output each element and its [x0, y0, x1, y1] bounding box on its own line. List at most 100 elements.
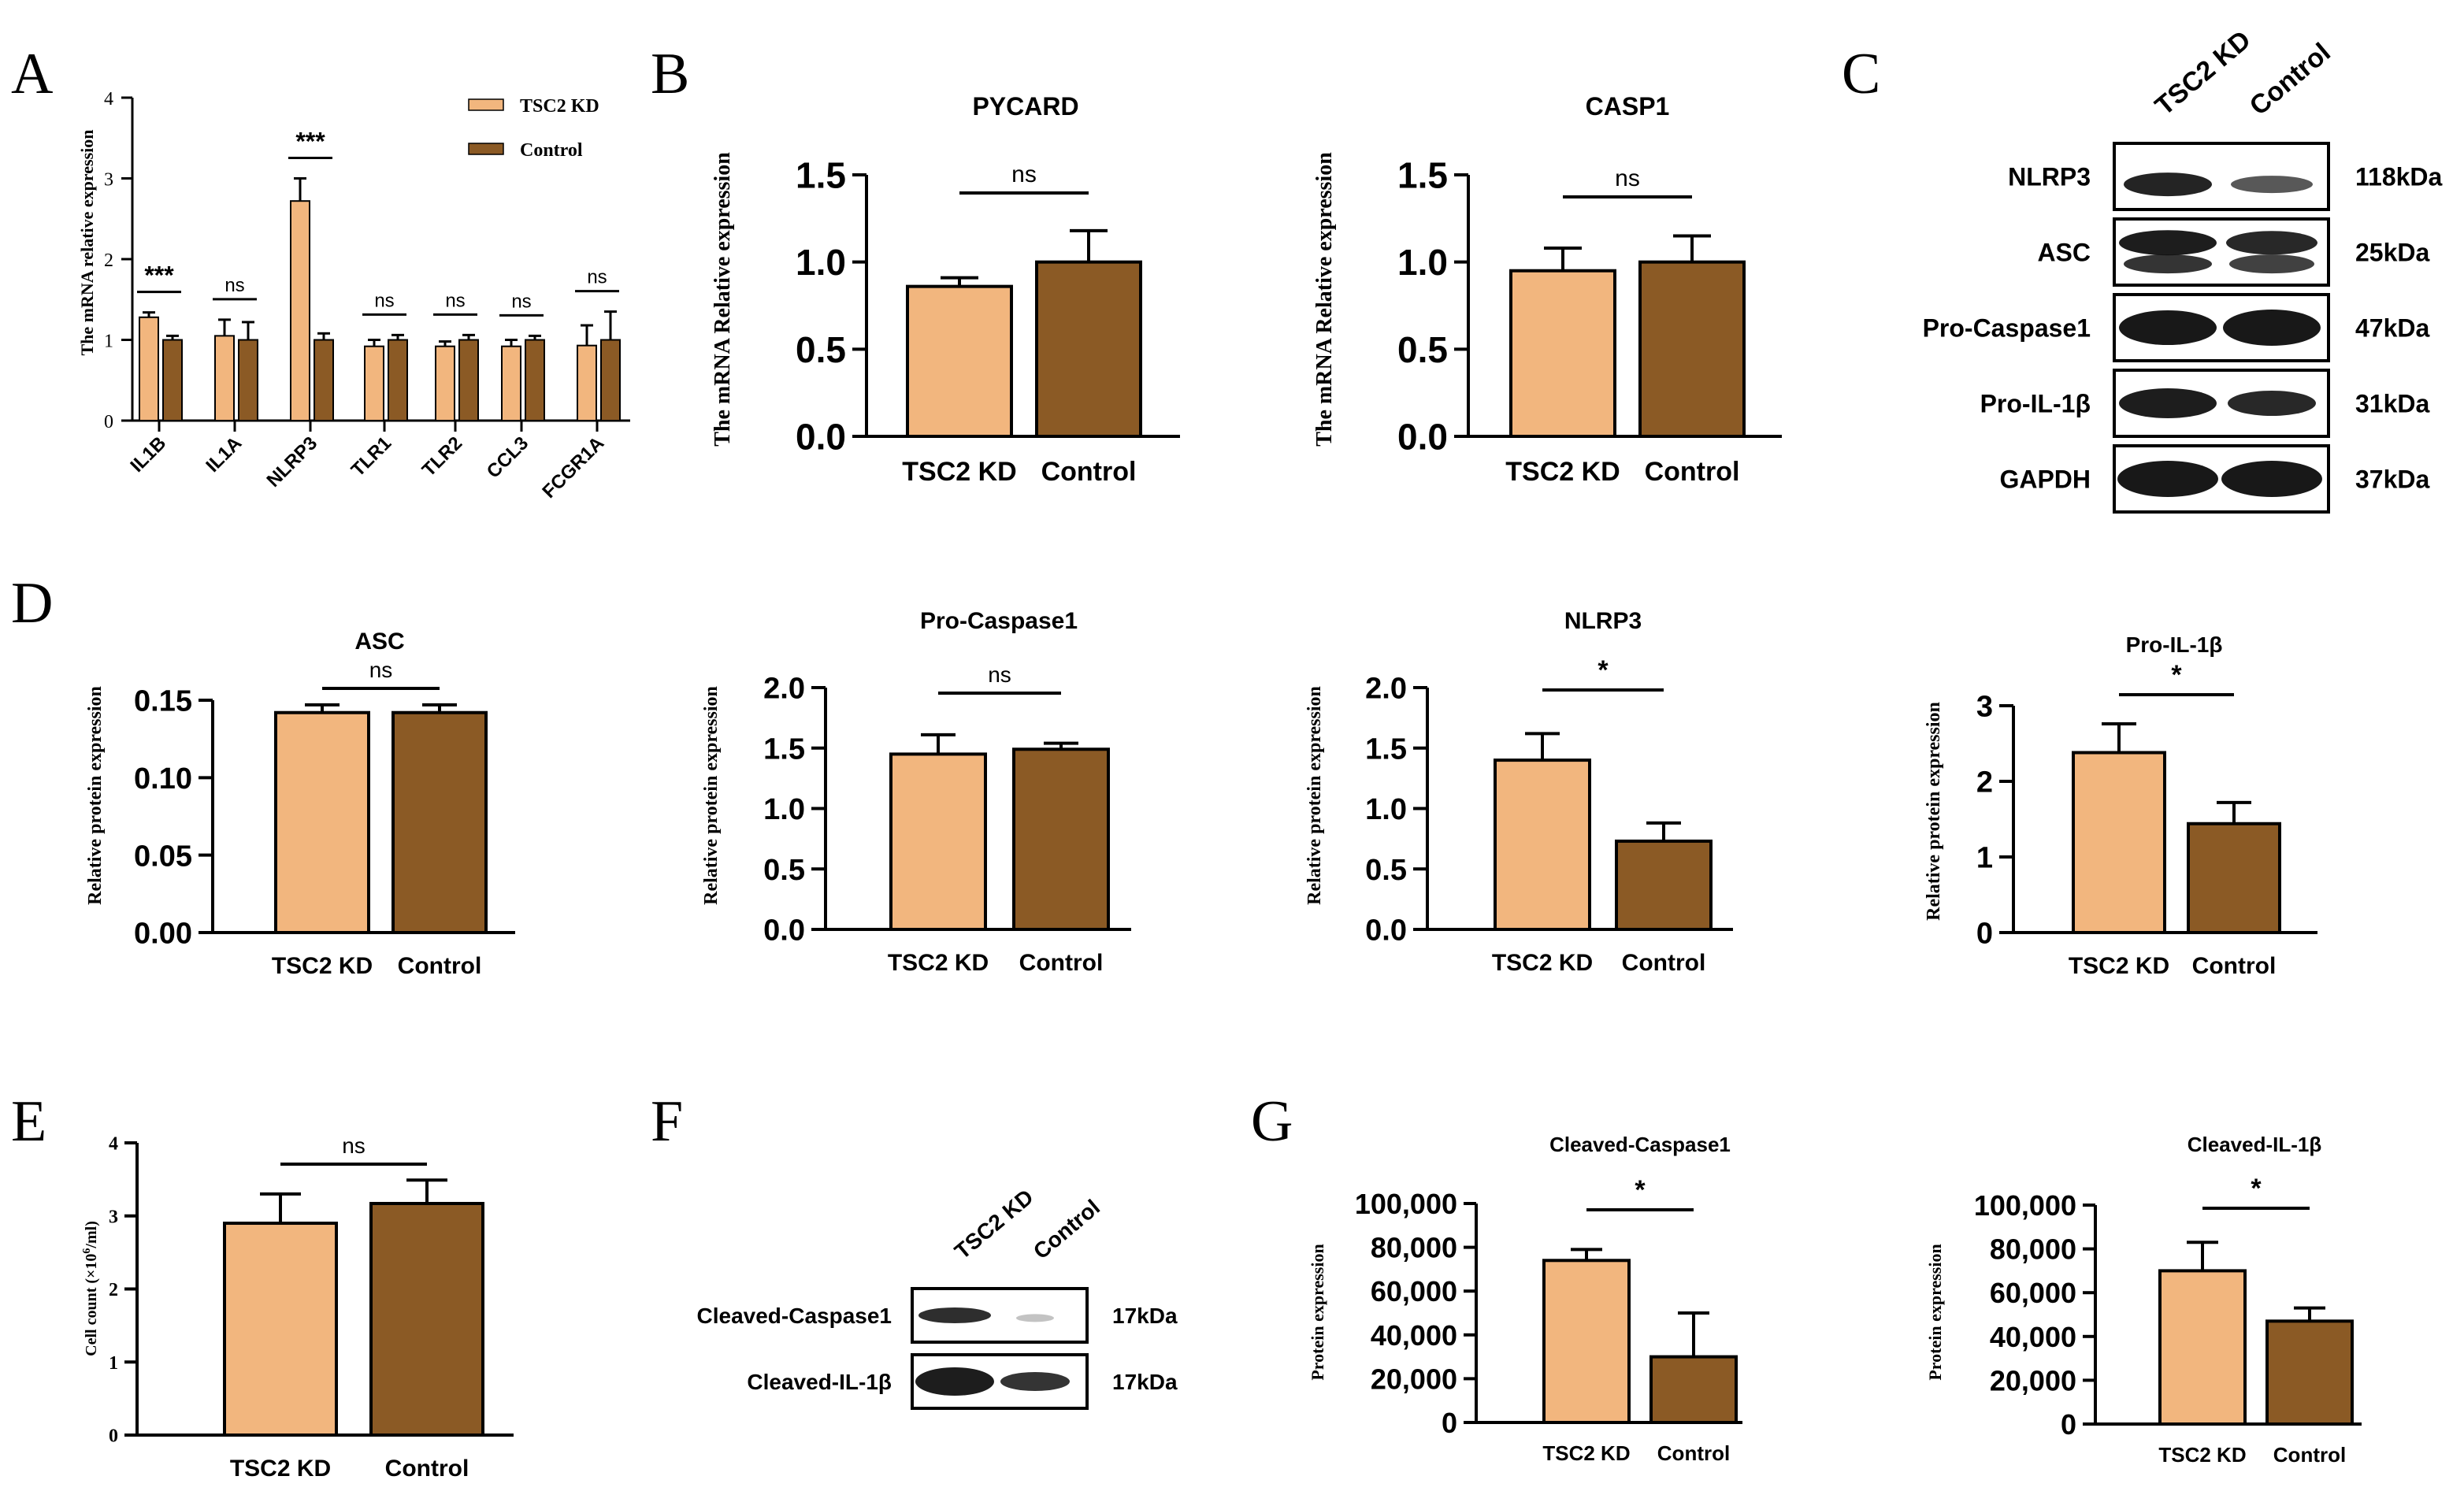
- blot-band-lane-2-secondary: [2229, 254, 2314, 274]
- chart-title: Cleaved-Caspase1: [1549, 1133, 1731, 1156]
- y-tick-label: 3: [1976, 691, 1993, 724]
- y-tick-label: 0.5: [796, 329, 846, 370]
- blot-protein-label: Cleaved-Caspase1: [697, 1304, 892, 1328]
- x-category-label-tsc2kd: TSC2 KD: [230, 1456, 331, 1482]
- x-category-label-control: Control: [385, 1456, 469, 1482]
- bar-control: [458, 339, 479, 421]
- blot-band-lane-1: [2124, 172, 2212, 197]
- y-tick-label: 2.0: [1365, 673, 1407, 706]
- significance-label: ns: [374, 290, 394, 311]
- blot-size-label: 17kDa: [1112, 1370, 1178, 1394]
- chart-title: Cleaved-IL-1β: [2188, 1133, 2321, 1156]
- blot-protein-label: GAPDH: [1999, 465, 2091, 494]
- bar-control: [1649, 1355, 1738, 1424]
- blot-size-label: 47kDa: [2355, 314, 2430, 343]
- y-tick-label: 4: [104, 89, 113, 109]
- x-category-label-control: Control: [1041, 457, 1137, 487]
- bar-tsc2kd: [223, 1222, 338, 1437]
- significance-label: ns: [587, 267, 607, 288]
- x-category-label-tsc2kd: TSC2 KD: [272, 953, 373, 979]
- y-tick-label: 80,000: [1371, 1232, 1457, 1264]
- y-tick-label: 1.5: [763, 733, 805, 766]
- bar-control: [525, 339, 545, 421]
- panel-g-cleavedcaspase1-chart: 0 20,000 40,000 60,000 80,000 100,000 TSC2 KD C…: [1308, 1133, 1742, 1465]
- legend-swatch-control: [468, 143, 504, 155]
- y-tick-label: 1.5: [1397, 155, 1448, 196]
- x-category-label-control: Control: [398, 953, 482, 979]
- legend-label-tsc2kd: TSC2 KD: [520, 96, 599, 117]
- significance-label: ns: [511, 291, 531, 312]
- bar-tsc2kd: [290, 200, 310, 421]
- y-tick-label: 20,000: [1990, 1364, 2076, 1396]
- bar-control: [314, 339, 334, 421]
- panel-e-cellcount-chart: Cell count (×106/ml) 0 1 2 3 4 TSC2 KD Control…: [81, 1133, 514, 1482]
- y-tick-label: 0: [2061, 1408, 2076, 1441]
- significance-label: ns: [445, 290, 465, 311]
- y-tick-label: 20,000: [1371, 1363, 1457, 1395]
- panel-letter-d: D: [11, 571, 53, 636]
- significance-label: ***: [295, 128, 325, 156]
- panel-letter-c: C: [1842, 42, 1880, 106]
- blot-band-lane-2: [2231, 176, 2313, 194]
- y-tick-label: 100,000: [1355, 1188, 1457, 1220]
- bar-tsc2kd: [214, 335, 235, 421]
- blot-size-label: 17kDa: [1112, 1304, 1178, 1328]
- panel-a-legend: TSC2 KD Control: [468, 96, 599, 161]
- significance-label: ns: [225, 275, 244, 296]
- significance-label: *: [2171, 660, 2182, 690]
- y-axis-label: Relative protein expression: [1924, 702, 1944, 921]
- legend-swatch-tsc2kd: [468, 98, 504, 111]
- y-tick-label: 1: [109, 1353, 118, 1374]
- bar-control: [1615, 839, 1713, 931]
- panel-letter-e: E: [11, 1089, 46, 1154]
- x-category-label-control: Control: [1657, 1441, 1730, 1465]
- panel-d-proil1b-chart: 0 1 2 3 TSC2 KD Control * Pro-IL-1β Relative pro…: [1924, 632, 2317, 979]
- x-category-label-tsc2kd: TSC2 KD: [1492, 950, 1593, 976]
- chart-title: PYCARD: [972, 92, 1078, 121]
- blot-band-lane-1: [2119, 230, 2217, 256]
- significance-label: ns: [988, 662, 1011, 687]
- blot-band-lane-1: [2117, 461, 2218, 497]
- y-tick-label: 0.5: [1365, 854, 1407, 887]
- panel-e-ylabel: Cell count (×106/ml): [81, 1221, 100, 1356]
- blot-size-label: 31kDa: [2355, 390, 2430, 418]
- panel-a-ylabel: The mRNA relative expression: [77, 130, 97, 356]
- blot-band-lane-2: [2223, 310, 2321, 346]
- y-tick-label: 0.0: [1365, 914, 1407, 948]
- bar-control: [388, 339, 408, 421]
- y-tick-label: 0.00: [134, 918, 192, 951]
- y-tick-label: 0: [1976, 918, 1993, 951]
- y-tick-label: 40,000: [1990, 1321, 2076, 1353]
- blot-size-label: 25kDa: [2355, 239, 2430, 267]
- blot-size-label: 37kDa: [2355, 465, 2430, 494]
- bar-tsc2kd: [1542, 1259, 1631, 1425]
- y-tick-label: 1: [1976, 842, 1993, 875]
- y-tick-label: 0.05: [134, 840, 192, 873]
- y-tick-label: 0.5: [763, 854, 805, 887]
- y-axis-label: Relative protein expression: [1304, 686, 1325, 905]
- blot-band-lane-2: [1000, 1372, 1070, 1391]
- significance-label: ns: [1615, 165, 1640, 191]
- y-axis-label: Protein expression: [1308, 1244, 1327, 1380]
- y-tick-label: 0.15: [134, 685, 192, 718]
- panel-letter-a: A: [11, 42, 53, 106]
- blot-protein-label: Pro-IL-1β: [1980, 390, 2091, 418]
- y-axis-label: Relative protein expression: [701, 686, 722, 905]
- bar-control: [162, 339, 183, 421]
- bar-tsc2kd: [1509, 269, 1616, 438]
- blot-size-label: 118kDa: [2355, 163, 2443, 191]
- legend-label-control: Control: [520, 140, 583, 161]
- y-tick-label: 60,000: [1371, 1275, 1457, 1307]
- y-tick-label: 0.0: [763, 914, 805, 948]
- y-tick-label: 0.0: [1397, 417, 1448, 458]
- y-tick-label: 0.10: [134, 762, 192, 796]
- bar-control: [1638, 260, 1746, 438]
- y-tick-label: 1.0: [1365, 793, 1407, 826]
- panel-d-procaspase1-chart: 0.0 0.5 1.0 1.5 2.0 TSC2 KD Control ns Pro-Caspa…: [701, 608, 1131, 976]
- significance-label: ns: [369, 658, 393, 682]
- blot-band-lane-1: [918, 1307, 991, 1323]
- y-axis-label: Protein expression: [1925, 1244, 1945, 1380]
- bar-control: [2265, 1319, 2354, 1426]
